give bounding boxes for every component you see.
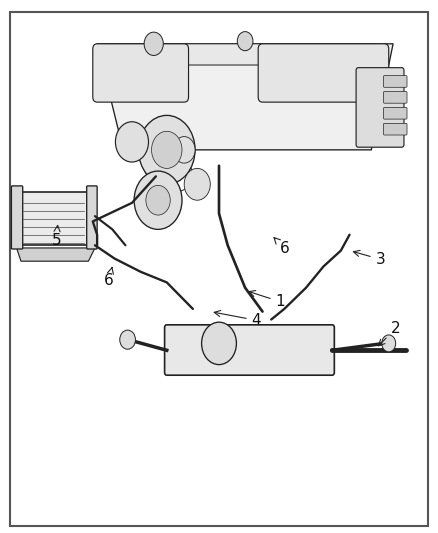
Text: 4: 4: [214, 310, 261, 328]
Circle shape: [237, 31, 253, 51]
Circle shape: [120, 330, 135, 349]
Circle shape: [138, 115, 195, 184]
Circle shape: [173, 136, 195, 163]
Polygon shape: [97, 44, 393, 150]
FancyBboxPatch shape: [384, 92, 407, 103]
FancyBboxPatch shape: [384, 76, 407, 87]
FancyBboxPatch shape: [11, 186, 23, 249]
FancyBboxPatch shape: [384, 123, 407, 135]
FancyBboxPatch shape: [93, 44, 188, 102]
FancyBboxPatch shape: [356, 68, 404, 147]
Circle shape: [144, 32, 163, 55]
Text: 6: 6: [104, 268, 113, 288]
Text: 3: 3: [353, 251, 385, 267]
Circle shape: [146, 185, 170, 215]
Circle shape: [116, 122, 148, 162]
FancyBboxPatch shape: [10, 12, 428, 526]
Circle shape: [134, 171, 182, 229]
Circle shape: [184, 168, 210, 200]
FancyBboxPatch shape: [165, 325, 334, 375]
Polygon shape: [17, 248, 95, 261]
FancyBboxPatch shape: [384, 108, 407, 119]
FancyBboxPatch shape: [19, 192, 88, 245]
Circle shape: [152, 131, 182, 168]
FancyBboxPatch shape: [87, 186, 97, 249]
Text: 1: 1: [249, 290, 285, 309]
Polygon shape: [106, 44, 376, 65]
Circle shape: [201, 322, 237, 365]
FancyBboxPatch shape: [258, 44, 389, 102]
Text: 2: 2: [378, 321, 400, 346]
Text: 5: 5: [51, 225, 61, 248]
Circle shape: [382, 335, 396, 352]
Text: 6: 6: [274, 238, 290, 256]
